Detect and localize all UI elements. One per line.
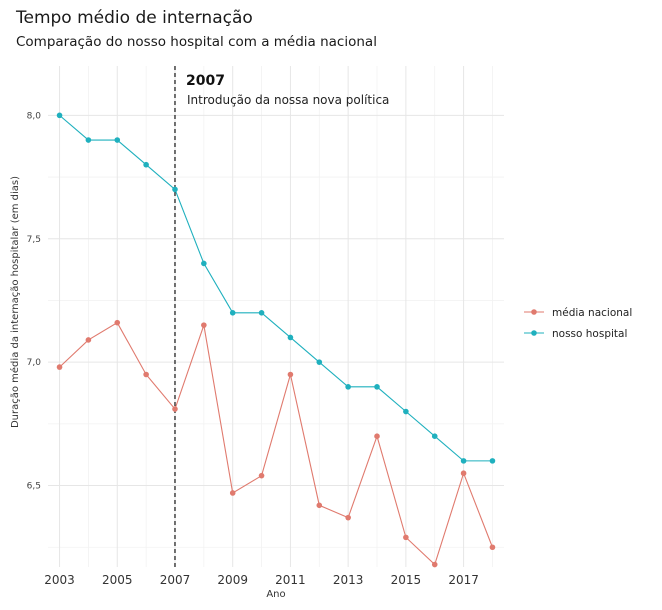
data-point [316,502,323,509]
data-point [374,433,380,439]
data-point [56,364,63,370]
grid [48,66,504,567]
data-point [489,544,496,551]
legend-key-point [531,330,537,336]
data-point [345,514,351,521]
series-2 [56,112,496,464]
x-tick-label: 2015 [391,573,422,587]
chart-subtitle: Comparação do nosso hospital com a média… [16,34,377,50]
data-point [172,406,178,412]
x-tick-label: 2017 [448,573,479,587]
data-point [114,137,121,143]
series-line [59,114,493,462]
data-point [258,472,265,479]
tick-labels: 6,5 7,0 7,5 8,0 2003 2005 2007 2009 2011 2013 2015… [27,111,479,587]
data-point [229,309,236,316]
x-tick-label: 2013 [333,573,364,587]
data-point [143,161,149,168]
annotation-text: Introdução da nossa nova política [187,93,389,107]
data-point [172,186,178,193]
legend-label: nosso hospital [552,328,627,340]
series-line [59,321,493,566]
annotation-year: 2007 [186,73,225,89]
data-point [489,458,496,464]
data-point [316,359,323,365]
x-axis-label: Ano [266,589,285,600]
data-point [287,371,294,378]
x-tick-label: 2007 [160,573,191,587]
data-point [201,322,207,328]
legend-key-point [531,309,537,315]
data-point [287,334,294,341]
data-point [201,260,207,267]
data-point [431,561,438,568]
data-point [460,470,467,477]
x-tick-label: 2003 [44,573,75,587]
data-point [114,319,121,326]
data-point [345,384,351,390]
y-tick-label: 8,0 [27,111,42,121]
x-tick-label: 2005 [102,573,133,587]
y-tick-label: 7,5 [27,235,41,245]
data-point [143,371,149,378]
data-point [460,458,467,464]
data-point [229,490,236,496]
series-layer [56,112,496,568]
y-tick-label: 7,0 [27,358,42,368]
data-point [431,433,438,439]
data-point [85,337,92,343]
data-point [85,137,92,143]
legend: média nacional nosso hospital [524,307,632,340]
data-point [403,534,409,541]
data-point [56,112,63,119]
y-axis-label: Duração média da internação hospitalar (… [9,176,21,428]
data-point [258,309,265,316]
x-tick-label: 2009 [217,573,248,587]
legend-label: média nacional [552,307,632,319]
y-tick-label: 6,5 [27,482,41,492]
series-1 [56,319,496,568]
data-point [403,408,409,415]
x-tick-label: 2011 [275,573,306,587]
chart-title: Tempo médio de internação [15,8,253,28]
data-point [374,384,380,390]
